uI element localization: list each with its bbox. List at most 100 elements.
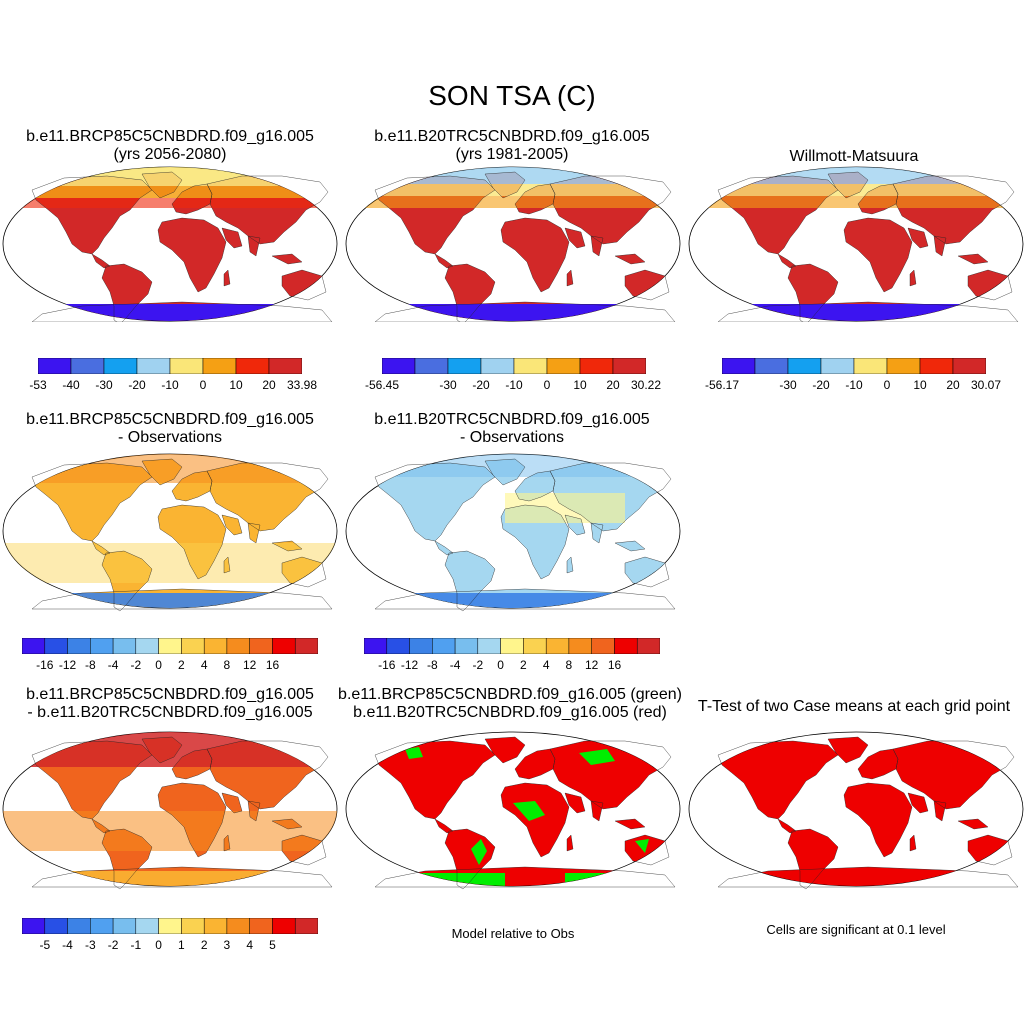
cb7-tick: 0 xyxy=(155,938,162,952)
cb5-tick: -2 xyxy=(472,658,484,672)
cb4-box xyxy=(294,638,318,654)
panel-5-title: b.e11.B20TRC5CNBDRD.f09_g16.005 - Observ… xyxy=(342,411,682,447)
panel-7-title: b.e11.BRCP85C5CNBDRD.f09_g16.005 - b.e11… xyxy=(0,686,340,722)
panel-2-map xyxy=(345,166,681,322)
panel-3-map xyxy=(688,166,1024,322)
cb4-tick: -16 xyxy=(36,658,54,672)
cb1-tick: 0 xyxy=(199,378,207,392)
cb3-tick: 0 xyxy=(883,378,891,392)
cb2-tick: 20 xyxy=(606,378,620,392)
panel-4-title: b.e11.BRCP85C5CNBDRD.f09_g16.005 - Obser… xyxy=(0,411,340,447)
cb2-tick: -10 xyxy=(505,378,523,392)
cb2-tick: 30.22 xyxy=(630,378,662,392)
cb7-tick: 5 xyxy=(269,938,276,952)
panel-5-map xyxy=(345,453,681,612)
panel-8-note: Model relative to Obs xyxy=(451,926,575,941)
panel-7-colorbar xyxy=(22,918,318,934)
cb2-tick: 0 xyxy=(543,378,551,392)
cb4-tick: 12 xyxy=(243,658,257,672)
panel-1-title-line2: (yrs 2056-2080) xyxy=(113,146,227,163)
panel-1-colorbar-ticks: -53 -40 -30 -20 -10 0 10 20 33.98 xyxy=(29,358,317,398)
cb3-tick: 30.07 xyxy=(970,378,1002,392)
cb4-tick: 0 xyxy=(155,658,162,672)
cb3-tick: 10 xyxy=(913,378,927,392)
cb1-box xyxy=(268,358,302,374)
cb4-tick: -2 xyxy=(130,658,142,672)
cb4-tick: 2 xyxy=(178,658,185,672)
panel-8-title-line2: b.e11.B20TRC5CNBDRD.f09_g16.005 (red) xyxy=(353,704,667,721)
cb5-tick: -4 xyxy=(449,658,461,672)
cb7-tick: 2 xyxy=(200,938,208,952)
panel-7-title-line2: - b.e11.B20TRC5CNBDRD.f09_g16.005 xyxy=(27,704,313,721)
cb5-tick: 12 xyxy=(585,658,599,672)
panel-1-colorbar xyxy=(38,358,302,374)
panel-8-title-line1: b.e11.BRCP85C5CNBDRD.f09_g16.005 (green) xyxy=(338,686,682,703)
cb1-tick: -53 xyxy=(29,378,47,392)
panel-3-title-line1: Willmott-Matsuura xyxy=(789,148,919,165)
panel-2-title: b.e11.B20TRC5CNBDRD.f09_g16.005 (yrs 198… xyxy=(342,128,682,164)
cb5-tick: 0 xyxy=(497,658,504,672)
cb5-tick: -16 xyxy=(378,658,396,672)
panel-5-colorbar-ticks: -16 -12 -8 -4 -2 0 2 4 8 12 16 xyxy=(364,638,660,678)
cb4-tick: 4 xyxy=(200,658,208,672)
panel-4-colorbar xyxy=(22,638,318,654)
panel-1-colorbar-boxes xyxy=(38,358,302,374)
panel-1-map xyxy=(2,166,338,322)
cb2-tick: -56.45 xyxy=(364,378,400,392)
panel-1-title-line1: b.e11.BRCP85C5CNBDRD.f09_g16.005 xyxy=(26,128,314,145)
cb3-tick: -56.17 xyxy=(704,378,740,392)
cb7-tick: -3 xyxy=(84,938,96,952)
panel-1-title: b.e11.BRCP85C5CNBDRD.f09_g16.005 (yrs 20… xyxy=(0,128,340,164)
cb3-tick: 20 xyxy=(946,378,960,392)
cb1-tick: 20 xyxy=(262,378,276,392)
cb1-tick: -20 xyxy=(128,378,146,392)
cb7-tick: -2 xyxy=(107,938,119,952)
cb4-tick: 8 xyxy=(223,658,231,672)
panel-9-map xyxy=(688,731,1024,890)
panel-2-colorbar-ticks: -56.45 -30 -20 -10 0 10 20 30.22 xyxy=(365,358,661,398)
panel-9-title-line1: T-Test of two Case means at each grid po… xyxy=(697,698,1011,715)
cb5-tick: 16 xyxy=(607,658,622,672)
panel-4-title-line2: - Observations xyxy=(117,429,223,446)
panel-4-map xyxy=(2,453,338,612)
figure-title: SON TSA (C) xyxy=(428,80,596,111)
panel-9-note: Cells are significant at 0.1 level xyxy=(766,922,946,937)
cb2-box xyxy=(612,358,646,374)
cb3-tick: -30 xyxy=(779,378,797,392)
cb5-tick: -12 xyxy=(400,658,419,672)
cb5-tick: 8 xyxy=(565,658,573,672)
cb5-tick: 2 xyxy=(520,658,527,672)
cb5-tick: -8 xyxy=(426,658,438,672)
cb7-tick: 4 xyxy=(246,938,254,952)
panel-7-colorbar-ticks: -5 -4 -3 -2 -1 0 1 2 3 4 5 xyxy=(22,918,318,958)
cb1-tick: -10 xyxy=(161,378,179,392)
cb4-tick: -4 xyxy=(107,658,119,672)
cb4-tick: 16 xyxy=(265,658,280,672)
panel-2-title-line2: (yrs 1981-2005) xyxy=(455,146,569,163)
panel-5-title-line1: b.e11.B20TRC5CNBDRD.f09_g16.005 xyxy=(374,411,650,428)
cb7-tick: 1 xyxy=(178,938,185,952)
cb7-tick: 3 xyxy=(223,938,231,952)
cb1-tick: 10 xyxy=(229,378,243,392)
cb5-tick: 4 xyxy=(542,658,550,672)
cb5-box xyxy=(636,638,660,654)
cb7-box xyxy=(294,918,318,934)
cb3-box xyxy=(952,358,986,374)
panel-2-colorbar xyxy=(382,358,646,374)
cb2-tick: -20 xyxy=(472,378,490,392)
panel-5-title-line2: - Observations xyxy=(459,429,565,446)
panel-3-colorbar-ticks: -56.17 -30 -20 -10 0 10 20 30.07 xyxy=(705,358,1001,398)
panel-4-title-line1: b.e11.BRCP85C5CNBDRD.f09_g16.005 xyxy=(26,411,314,428)
cb4-tick: -12 xyxy=(58,658,77,672)
panel-3-title: Willmott-Matsuura xyxy=(684,148,1024,166)
cb7-tick: -4 xyxy=(62,938,73,952)
cb2-tick: 10 xyxy=(573,378,587,392)
cb3-tick: -20 xyxy=(812,378,830,392)
panel-5-colorbar xyxy=(364,638,660,654)
cb4-tick: -8 xyxy=(84,658,96,672)
cb1-tick: -40 xyxy=(62,378,80,392)
panel-7-map xyxy=(2,731,338,890)
panel-8-title: b.e11.BRCP85C5CNBDRD.f09_g16.005 (green)… xyxy=(330,686,690,722)
cb1-tick: 33.98 xyxy=(286,378,318,392)
panel-3-colorbar xyxy=(722,358,986,374)
